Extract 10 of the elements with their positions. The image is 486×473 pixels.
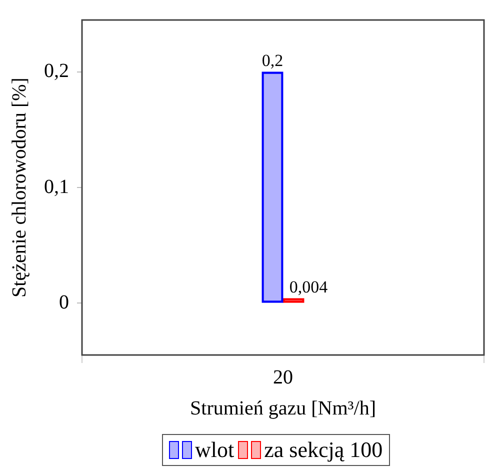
y-axis-title: Stężenie chlorowodoru [%] — [8, 78, 30, 298]
legend-label: wlot — [195, 437, 234, 463]
legend-label: za sekcją 100 — [264, 437, 383, 463]
data-label: 0,2 — [262, 50, 284, 70]
y-tick-label: 0,2 — [44, 60, 69, 82]
y-tick-label: 0 — [59, 291, 69, 314]
x-axis-title: Strumień gazu [Nm³/h] — [190, 397, 376, 420]
data-label: 0,004 — [289, 277, 328, 296]
x-tick-label: 20 — [273, 366, 293, 388]
y-tick-label: 0,1 — [44, 176, 69, 198]
